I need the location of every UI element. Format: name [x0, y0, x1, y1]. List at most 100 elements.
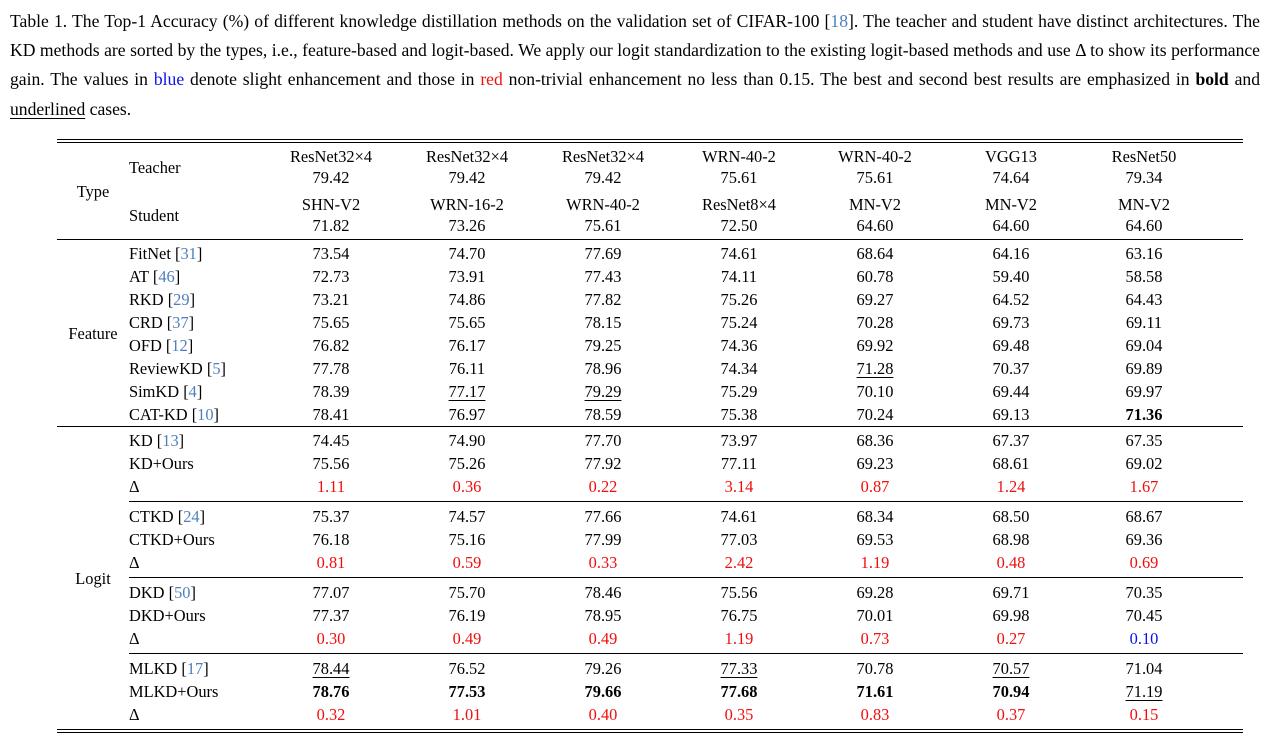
method-cell: OFD [12]: [129, 334, 263, 357]
method-cell: AT [46]: [129, 265, 263, 288]
type-header: Type: [76, 181, 110, 201]
caption-text-segment: ]. The teacher and student have distinct…: [10, 11, 1260, 90]
method-name: DKD: [129, 582, 165, 602]
value-cell: 79.66: [584, 681, 622, 701]
citation-link[interactable]: 29: [173, 289, 190, 309]
value-cell: 74.90: [399, 425, 535, 452]
citation-link[interactable]: 17: [186, 658, 204, 678]
header-row-teacher: Type Teacher ResNet32×4 79.42 ResNet32×4 79.4…: [57, 141, 1243, 201]
column-header: WRN-40-2 75.61: [807, 141, 943, 191]
value-cell: 75.16: [448, 529, 486, 549]
table-row: CTKD+Ours 76.18 75.16 77.99 77.03 69.53 68.98 6…: [57, 528, 1243, 551]
citation-link[interactable]: 5: [212, 358, 221, 378]
citation-bracket-close: ]: [188, 312, 195, 332]
method-cell: CRD [37]: [129, 311, 263, 334]
caption-citation-link[interactable]: 18: [830, 11, 849, 31]
citation-bracket-close: ]: [189, 289, 196, 309]
value-cell: 74.61: [671, 238, 807, 265]
value-cell: 75.70: [399, 576, 535, 604]
student-accuracy: 71.82: [312, 216, 350, 236]
citation-bracket-close: ]: [213, 404, 220, 424]
value-cell: 69.89: [1125, 358, 1163, 378]
column-header: ResNet32×4 79.42: [399, 141, 535, 191]
value-cell: 0.73: [860, 628, 890, 648]
value-cell: 69.28: [807, 576, 943, 604]
value-cell: 73.97: [671, 425, 807, 452]
citation-bracket-close: ]: [199, 506, 206, 526]
citation-bracket-open: [: [177, 658, 187, 678]
value-cell: 70.78: [807, 652, 943, 680]
citation-bracket-open: [: [187, 404, 198, 424]
value-cell: 68.98: [992, 529, 1030, 549]
citation-link[interactable]: 10: [197, 404, 214, 424]
citation-link[interactable]: 12: [171, 335, 188, 355]
value-cell: 70.10: [856, 381, 894, 401]
results-table: Type Teacher ResNet32×4 79.42 ResNet32×4 79.4…: [57, 138, 1243, 733]
value-cell: 79.26: [535, 652, 671, 680]
citation-bracket-open: [: [161, 335, 172, 355]
citation-bracket-close: ]: [187, 335, 194, 355]
citation-link[interactable]: 4: [188, 381, 197, 401]
method-name: AT: [129, 266, 149, 286]
table-row: DKD [50] 77.07 75.70 78.46 75.56 69.28 69.71 70…: [57, 576, 1243, 604]
value-cell: 76.82: [312, 335, 350, 355]
value-cell: 70.37: [992, 358, 1030, 378]
table-row: MLKD [17] 78.44 76.52 79.26 77.33 70.78 70.57 7…: [57, 652, 1243, 680]
value-cell: 70.24: [856, 404, 894, 424]
teacher-accuracy: 79.42: [448, 168, 486, 188]
caption-text-segment: red: [480, 69, 503, 90]
value-cell: 69.98: [992, 605, 1030, 625]
value-cell: 68.34: [807, 500, 943, 528]
citation-link[interactable]: 31: [180, 243, 197, 263]
table-row: MLKD+Ours 78.76 77.53 79.66 77.68 71.61 70.94 7…: [57, 680, 1243, 703]
teacher-model: WRN-40-2: [702, 146, 776, 166]
method-name: MLKD+Ours: [129, 681, 219, 701]
value-cell: 71.28: [856, 358, 894, 378]
citation-link[interactable]: 13: [162, 430, 179, 450]
citation-link[interactable]: 50: [174, 582, 191, 602]
method-cell: ReviewKD [5]: [129, 357, 263, 380]
value-cell: 79.25: [584, 335, 622, 355]
value-cell: 76.75: [720, 605, 758, 625]
value-cell: 74.11: [720, 266, 758, 286]
value-cell: 75.56: [671, 576, 807, 604]
teacher-accuracy: 75.61: [720, 168, 758, 188]
value-cell: 69.04: [1125, 335, 1163, 355]
delta-cell: Δ: [129, 627, 263, 654]
teacher-accuracy: 79.42: [584, 168, 622, 188]
value-cell: 77.68: [720, 681, 758, 701]
value-cell: 0.87: [860, 476, 890, 496]
value-cell: 77.66: [535, 500, 671, 528]
method-cell: CTKD+Ours: [129, 528, 263, 551]
value-cell: 78.15: [584, 312, 622, 332]
table-row: Δ 0.81 0.59 0.33 2.42 1.19 0.48 0.69: [57, 551, 1243, 578]
method-name: KD: [129, 430, 153, 450]
delta-cell: Δ: [129, 551, 263, 578]
citation-bracket-open: [: [152, 430, 163, 450]
method-name: MLKD: [129, 658, 178, 678]
citation-link[interactable]: 46: [158, 266, 175, 286]
delta-glyph: Δ: [129, 628, 140, 648]
value-cell: 77.69: [535, 238, 671, 265]
value-cell: 77.99: [584, 529, 622, 549]
value-cell: 69.23: [856, 453, 894, 473]
value-cell: 59.40: [992, 266, 1030, 286]
method-cell: CAT-KD [10]: [129, 403, 263, 427]
citation-bracket-open: [: [202, 358, 213, 378]
value-cell: 74.57: [399, 500, 535, 528]
value-cell: 0.69: [1129, 552, 1159, 572]
column-header: SHN-V2 71.82: [263, 191, 399, 240]
value-cell: 77.07: [263, 576, 399, 604]
method-name: OFD: [129, 335, 162, 355]
value-cell: 68.67: [1079, 500, 1243, 528]
teacher-label: Teacher: [129, 157, 181, 177]
value-cell: 68.50: [943, 500, 1079, 528]
student-label: Student: [129, 205, 180, 225]
teacher-model: WRN-40-2: [838, 146, 912, 166]
value-cell: 74.36: [720, 335, 758, 355]
value-cell: 71.61: [856, 681, 894, 701]
citation-link[interactable]: 24: [183, 506, 200, 526]
student-accuracy: 72.50: [720, 216, 758, 236]
value-cell: 70.35: [1079, 576, 1243, 604]
citation-link[interactable]: 37: [172, 312, 189, 332]
